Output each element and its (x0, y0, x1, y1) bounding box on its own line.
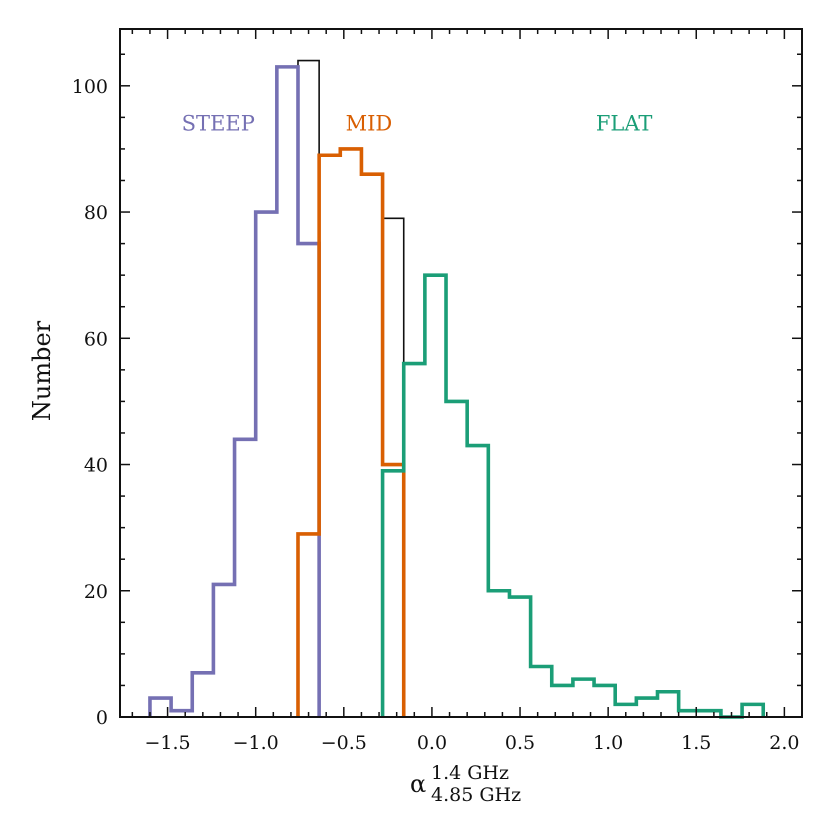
tick-layer: −1.5 −1.0 −0.5 0.0 0.5 1.0 1.5 2.0 0 20 40 60 80 100 (72, 29, 803, 754)
y-tick-label: 60 (84, 328, 108, 350)
y-axis-label: Number (28, 320, 56, 421)
x-axis-label-base: α (410, 770, 426, 798)
histogram-all (149, 59, 765, 718)
x-tick-label: 2.0 (769, 732, 799, 754)
x-tick-label: −1.5 (145, 732, 191, 754)
x-tick-label: −1.0 (233, 732, 279, 754)
histogram-flat (380, 273, 766, 719)
x-tick-label: 1.5 (681, 732, 711, 754)
x-axis-label-subscript: 4.85 GHz (431, 784, 521, 806)
y-tick-label: 20 (84, 581, 108, 603)
y-tick-label: 80 (84, 202, 108, 224)
y-tick-label: 100 (72, 76, 108, 98)
region-label-flat: FLAT (596, 112, 653, 136)
region-label-mid: MID (346, 112, 393, 136)
plot-frame (119, 28, 803, 718)
region-label-layer: STEEP MID FLAT (182, 112, 653, 136)
series-layer (148, 59, 766, 719)
x-axis-label: α (410, 770, 426, 798)
region-label-steep: STEEP (182, 112, 255, 136)
y-tick-label: 0 (96, 707, 108, 729)
x-tick-label: 0.5 (505, 732, 535, 754)
x-tick-label: −0.5 (321, 732, 367, 754)
x-axis-label-superscript: 1.4 GHz (431, 762, 509, 784)
y-tick-label: 40 (84, 455, 108, 477)
histogram-mid (296, 147, 406, 717)
x-tick-label: 0.0 (417, 732, 447, 754)
x-tick-label: 1.0 (593, 732, 623, 754)
histogram-steep (148, 65, 321, 717)
